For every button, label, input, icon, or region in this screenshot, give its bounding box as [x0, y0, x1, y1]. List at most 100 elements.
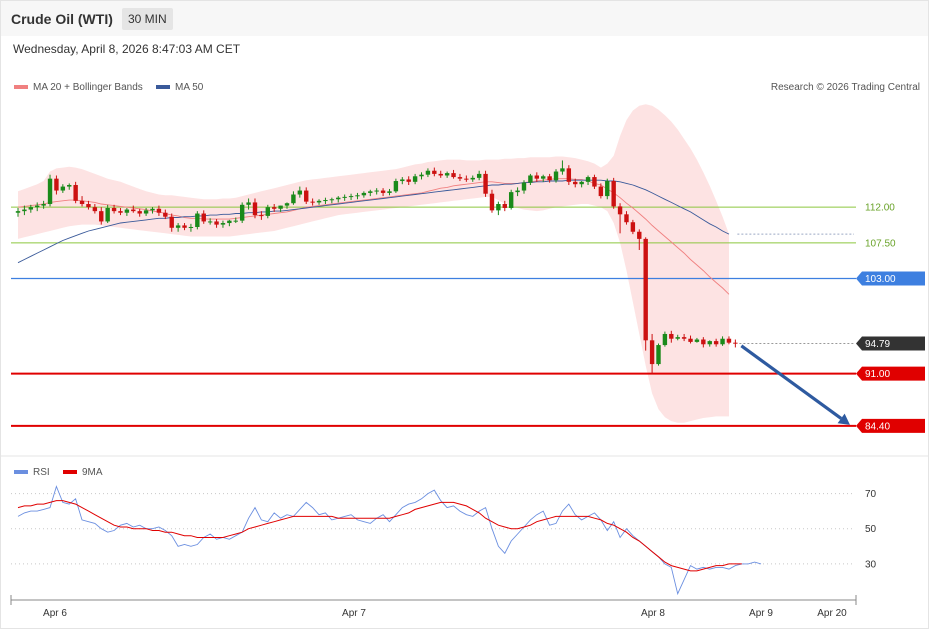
candle: [111, 204, 117, 214]
interval-button[interactable]: 30 MIN: [122, 8, 173, 30]
candle: [598, 183, 604, 199]
level-badges: 112.00 107.50 103.00 94.79 91.00 84.40: [856, 203, 925, 433]
candle: [592, 174, 597, 189]
candle-body: [675, 337, 680, 339]
candle-body: [35, 205, 40, 208]
candle-body: [573, 181, 578, 185]
candle-body: [195, 213, 200, 227]
level-label-103.00: 103.00: [865, 274, 896, 285]
candle: [617, 203, 623, 234]
candle-body: [284, 203, 290, 206]
candle: [35, 202, 40, 212]
candle-body: [598, 186, 604, 197]
candle: [265, 204, 270, 219]
candle: [451, 169, 456, 179]
candle: [733, 339, 738, 348]
rsi-legend: RSI 9MA: [14, 467, 103, 478]
candle: [252, 198, 258, 219]
candle-body: [541, 176, 546, 179]
candle: [239, 202, 245, 224]
candle: [637, 229, 642, 250]
candle-body: [656, 345, 661, 365]
candle: [412, 173, 418, 185]
candle-body: [182, 225, 187, 228]
candle: [585, 175, 591, 185]
candle-body: [502, 204, 507, 208]
candle: [508, 189, 514, 210]
candle-body: [60, 186, 66, 191]
candle: [438, 170, 443, 178]
candle-body: [457, 177, 463, 179]
candle: [444, 171, 450, 178]
candle-body: [643, 238, 648, 341]
candle: [272, 204, 277, 212]
candle: [483, 170, 488, 197]
candle-body: [617, 206, 623, 215]
candle-body: [624, 214, 629, 223]
bollinger-band-fill: [18, 104, 729, 423]
rsi-ma-legend-label: 9MA: [82, 467, 103, 478]
rsi-ma-legend-swatch: [63, 470, 77, 474]
candle-body: [592, 177, 597, 187]
level-label-94.79: 94.79: [865, 339, 890, 350]
candle: [534, 172, 540, 182]
x-tick-label: Apr 9: [749, 608, 773, 619]
instrument-title: Crude Oil (WTI): [11, 11, 113, 27]
candle: [701, 337, 706, 348]
candle: [521, 180, 527, 194]
candle-body: [150, 208, 155, 211]
candle-body: [15, 211, 21, 213]
level-badge-91.00: [856, 366, 925, 381]
ma20-legend-label: MA 20 + Bollinger Bands: [33, 82, 143, 93]
candle-body: [393, 181, 399, 192]
candle: [316, 199, 322, 205]
level-label-91.00: 91.00: [865, 369, 890, 380]
candle: [233, 217, 238, 224]
candle-body: [291, 194, 296, 204]
candle: [54, 175, 59, 195]
candle: [560, 160, 565, 175]
candle: [310, 198, 315, 206]
candle-body: [483, 173, 488, 194]
candle-body: [105, 207, 110, 222]
candle-body: [86, 204, 91, 208]
candle: [207, 218, 213, 225]
candle-body: [342, 196, 347, 198]
candle-body: [489, 193, 495, 211]
price-legend: MA 20 + Bollinger Bands MA 50 Research ©…: [14, 82, 920, 93]
candle: [47, 174, 53, 207]
candle-body: [707, 341, 712, 345]
candlesticks: [15, 160, 738, 375]
candle-body: [368, 191, 373, 193]
candle: [220, 220, 226, 228]
candle-body: [406, 179, 411, 182]
candle: [489, 189, 495, 213]
candle: [541, 174, 546, 182]
candle-body: [175, 225, 181, 228]
candle-body: [630, 222, 636, 232]
candle: [329, 197, 335, 204]
candle: [259, 211, 264, 220]
candle: [22, 205, 27, 216]
level-label-107.50: 107.50: [865, 238, 896, 249]
forecast-arrow-head: [837, 413, 850, 425]
candle-body: [47, 178, 53, 205]
candle: [419, 172, 424, 180]
ma20-line: [17, 178, 730, 295]
candle-body: [400, 179, 405, 182]
candle: [124, 207, 130, 216]
candle: [387, 188, 392, 196]
candle: [406, 176, 411, 185]
candle-body: [22, 209, 27, 212]
candle-body: [470, 177, 475, 180]
candle: [553, 169, 559, 183]
candle: [92, 204, 98, 214]
candle-body: [201, 213, 206, 222]
candle-body: [476, 173, 482, 178]
x-tick-label: Apr 8: [641, 608, 665, 619]
candle: [214, 219, 219, 228]
candle-body: [649, 340, 655, 365]
candle: [246, 198, 251, 210]
candle-body: [163, 212, 168, 217]
candle: [605, 178, 610, 200]
